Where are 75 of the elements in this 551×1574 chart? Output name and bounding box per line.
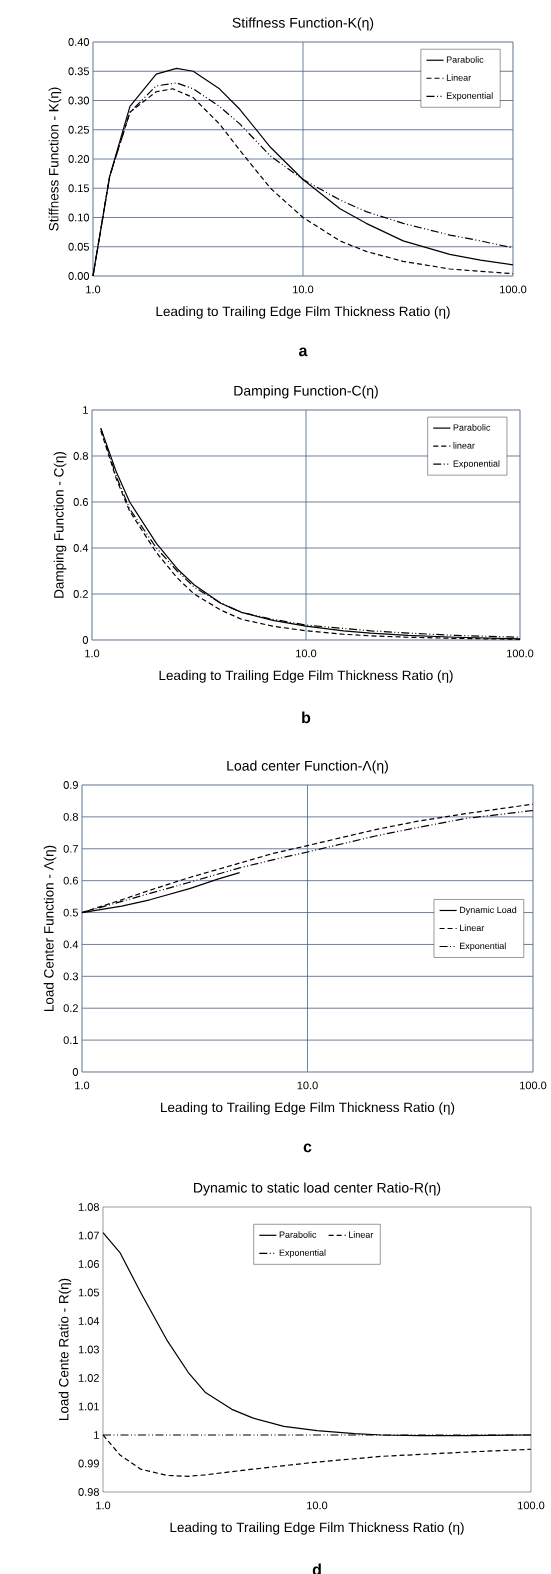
x-tick-label: 10.0 <box>297 1081 318 1090</box>
x-tick-label: 100.0 <box>507 649 534 658</box>
text: c <box>303 1143 312 1153</box>
y-tick-label: 0.6 <box>73 498 88 506</box>
y-tick-label: 0.15 <box>68 184 89 193</box>
legend-label: Parabolic <box>453 424 491 431</box>
y-tick-label: 0.35 <box>68 67 89 76</box>
x-tick-label: 100.0 <box>518 1501 545 1510</box>
y-tick-label: 1.07 <box>78 1231 99 1240</box>
y-tick-label: 1.01 <box>78 1402 99 1411</box>
x-tick-label: 1.0 <box>86 285 101 294</box>
y-tick-label: 0.25 <box>68 125 89 134</box>
y-tick-label: 0.9 <box>63 781 78 789</box>
text: b <box>302 711 311 724</box>
legend-label: Exponential <box>446 92 493 101</box>
x-tick-label: 10.0 <box>296 649 317 658</box>
legend-label: Linear <box>459 924 485 932</box>
y-tick-label: 0.30 <box>68 96 90 105</box>
y-tick-label: 1.05 <box>78 1288 99 1297</box>
y-tick-label: 1.02 <box>78 1374 99 1382</box>
y-tick-label: 0.8 <box>63 813 78 821</box>
x-tick-label: 100.0 <box>520 1081 547 1090</box>
legend-label: Exponential <box>459 942 506 951</box>
chart-title: Damping Function-C(η) <box>234 385 378 399</box>
y-tick-label: 0.7 <box>63 844 78 853</box>
legend-label: linear <box>453 442 475 449</box>
legend-label: Dynamic Load <box>459 906 517 915</box>
chart-title: Load center Function-Λ(η) <box>227 760 388 774</box>
y-tick-label: 0.4 <box>73 544 89 552</box>
chart-title: Dynamic to static load center Ratio-R(η) <box>194 1182 441 1196</box>
x-tick-label: 10.0 <box>307 1501 328 1510</box>
y-tick-label: 0.99 <box>78 1459 99 1468</box>
y-tick-label: 0.2 <box>73 590 88 598</box>
legend-label: Exponential <box>453 460 500 469</box>
y-tick-label: 0.3 <box>63 972 78 981</box>
y-tick-label: 0.8 <box>73 452 88 460</box>
legend-label: Exponential <box>279 1249 326 1258</box>
x-tick-label: 10.0 <box>293 285 314 294</box>
x-axis-title: Leading to Trailing Edge Film Thickness Ratio (η) <box>170 1522 464 1535</box>
y-tick-label: 0.2 <box>63 1004 78 1013</box>
y-tick-label: 0.40 <box>68 38 90 46</box>
x-tick-label: 1.0 <box>85 649 100 658</box>
y-tick-label: 1.03 <box>78 1345 99 1354</box>
y-tick-label: 0.1 <box>63 1036 78 1044</box>
y-tick-label: 1 <box>83 406 88 414</box>
y-tick-label: 1.08 <box>78 1203 99 1211</box>
y-axis-title: Load Cente Ratio - R(η) <box>58 1278 72 1421</box>
y-tick-label: 0 <box>72 1068 79 1076</box>
y-axis-title: Damping Function - C(η) <box>53 451 67 598</box>
y-axis-title: Load Center Function - Λ(η) <box>43 845 57 1012</box>
y-tick-label: 0.10 <box>68 213 90 222</box>
y-tick-label: 0.5 <box>63 908 78 917</box>
y-tick-label: 1 <box>94 1431 99 1439</box>
x-tick-label: 1.0 <box>96 1501 111 1510</box>
x-axis-title: Leading to Trailing Edge Film Thickness Ratio (η) <box>161 1102 455 1115</box>
y-tick-label: 1.06 <box>78 1260 99 1268</box>
text: a <box>299 347 308 357</box>
y-axis-title: Stiffness Function - K(η) <box>48 87 62 231</box>
y-tick-label: 1.04 <box>78 1317 100 1325</box>
legend-label: Linear <box>446 74 472 81</box>
x-tick-label: 100.0 <box>500 285 527 294</box>
y-tick-label: 0.4 <box>63 940 79 949</box>
y-tick-label: 0.05 <box>68 242 89 251</box>
legend-label: Linear <box>349 1231 374 1238</box>
y-tick-label: 0.20 <box>68 155 90 163</box>
legend-label: Parabolic <box>279 1231 317 1238</box>
x-axis-title: Leading to Trailing Edge Film Thickness Ratio (η) <box>156 306 450 319</box>
x-axis-title: Leading to Trailing Edge Film Thickness Ratio (η) <box>159 670 453 683</box>
y-tick-label: 0.98 <box>78 1488 99 1496</box>
y-tick-label: 0 <box>82 636 89 644</box>
legend-label: Parabolic <box>446 56 484 63</box>
y-tick-label: 0.6 <box>63 876 78 885</box>
chart-title: Stiffness Function-K(η) <box>232 17 374 31</box>
y-tick-label: 0.00 <box>68 272 90 280</box>
x-tick-label: 1.0 <box>75 1081 90 1090</box>
